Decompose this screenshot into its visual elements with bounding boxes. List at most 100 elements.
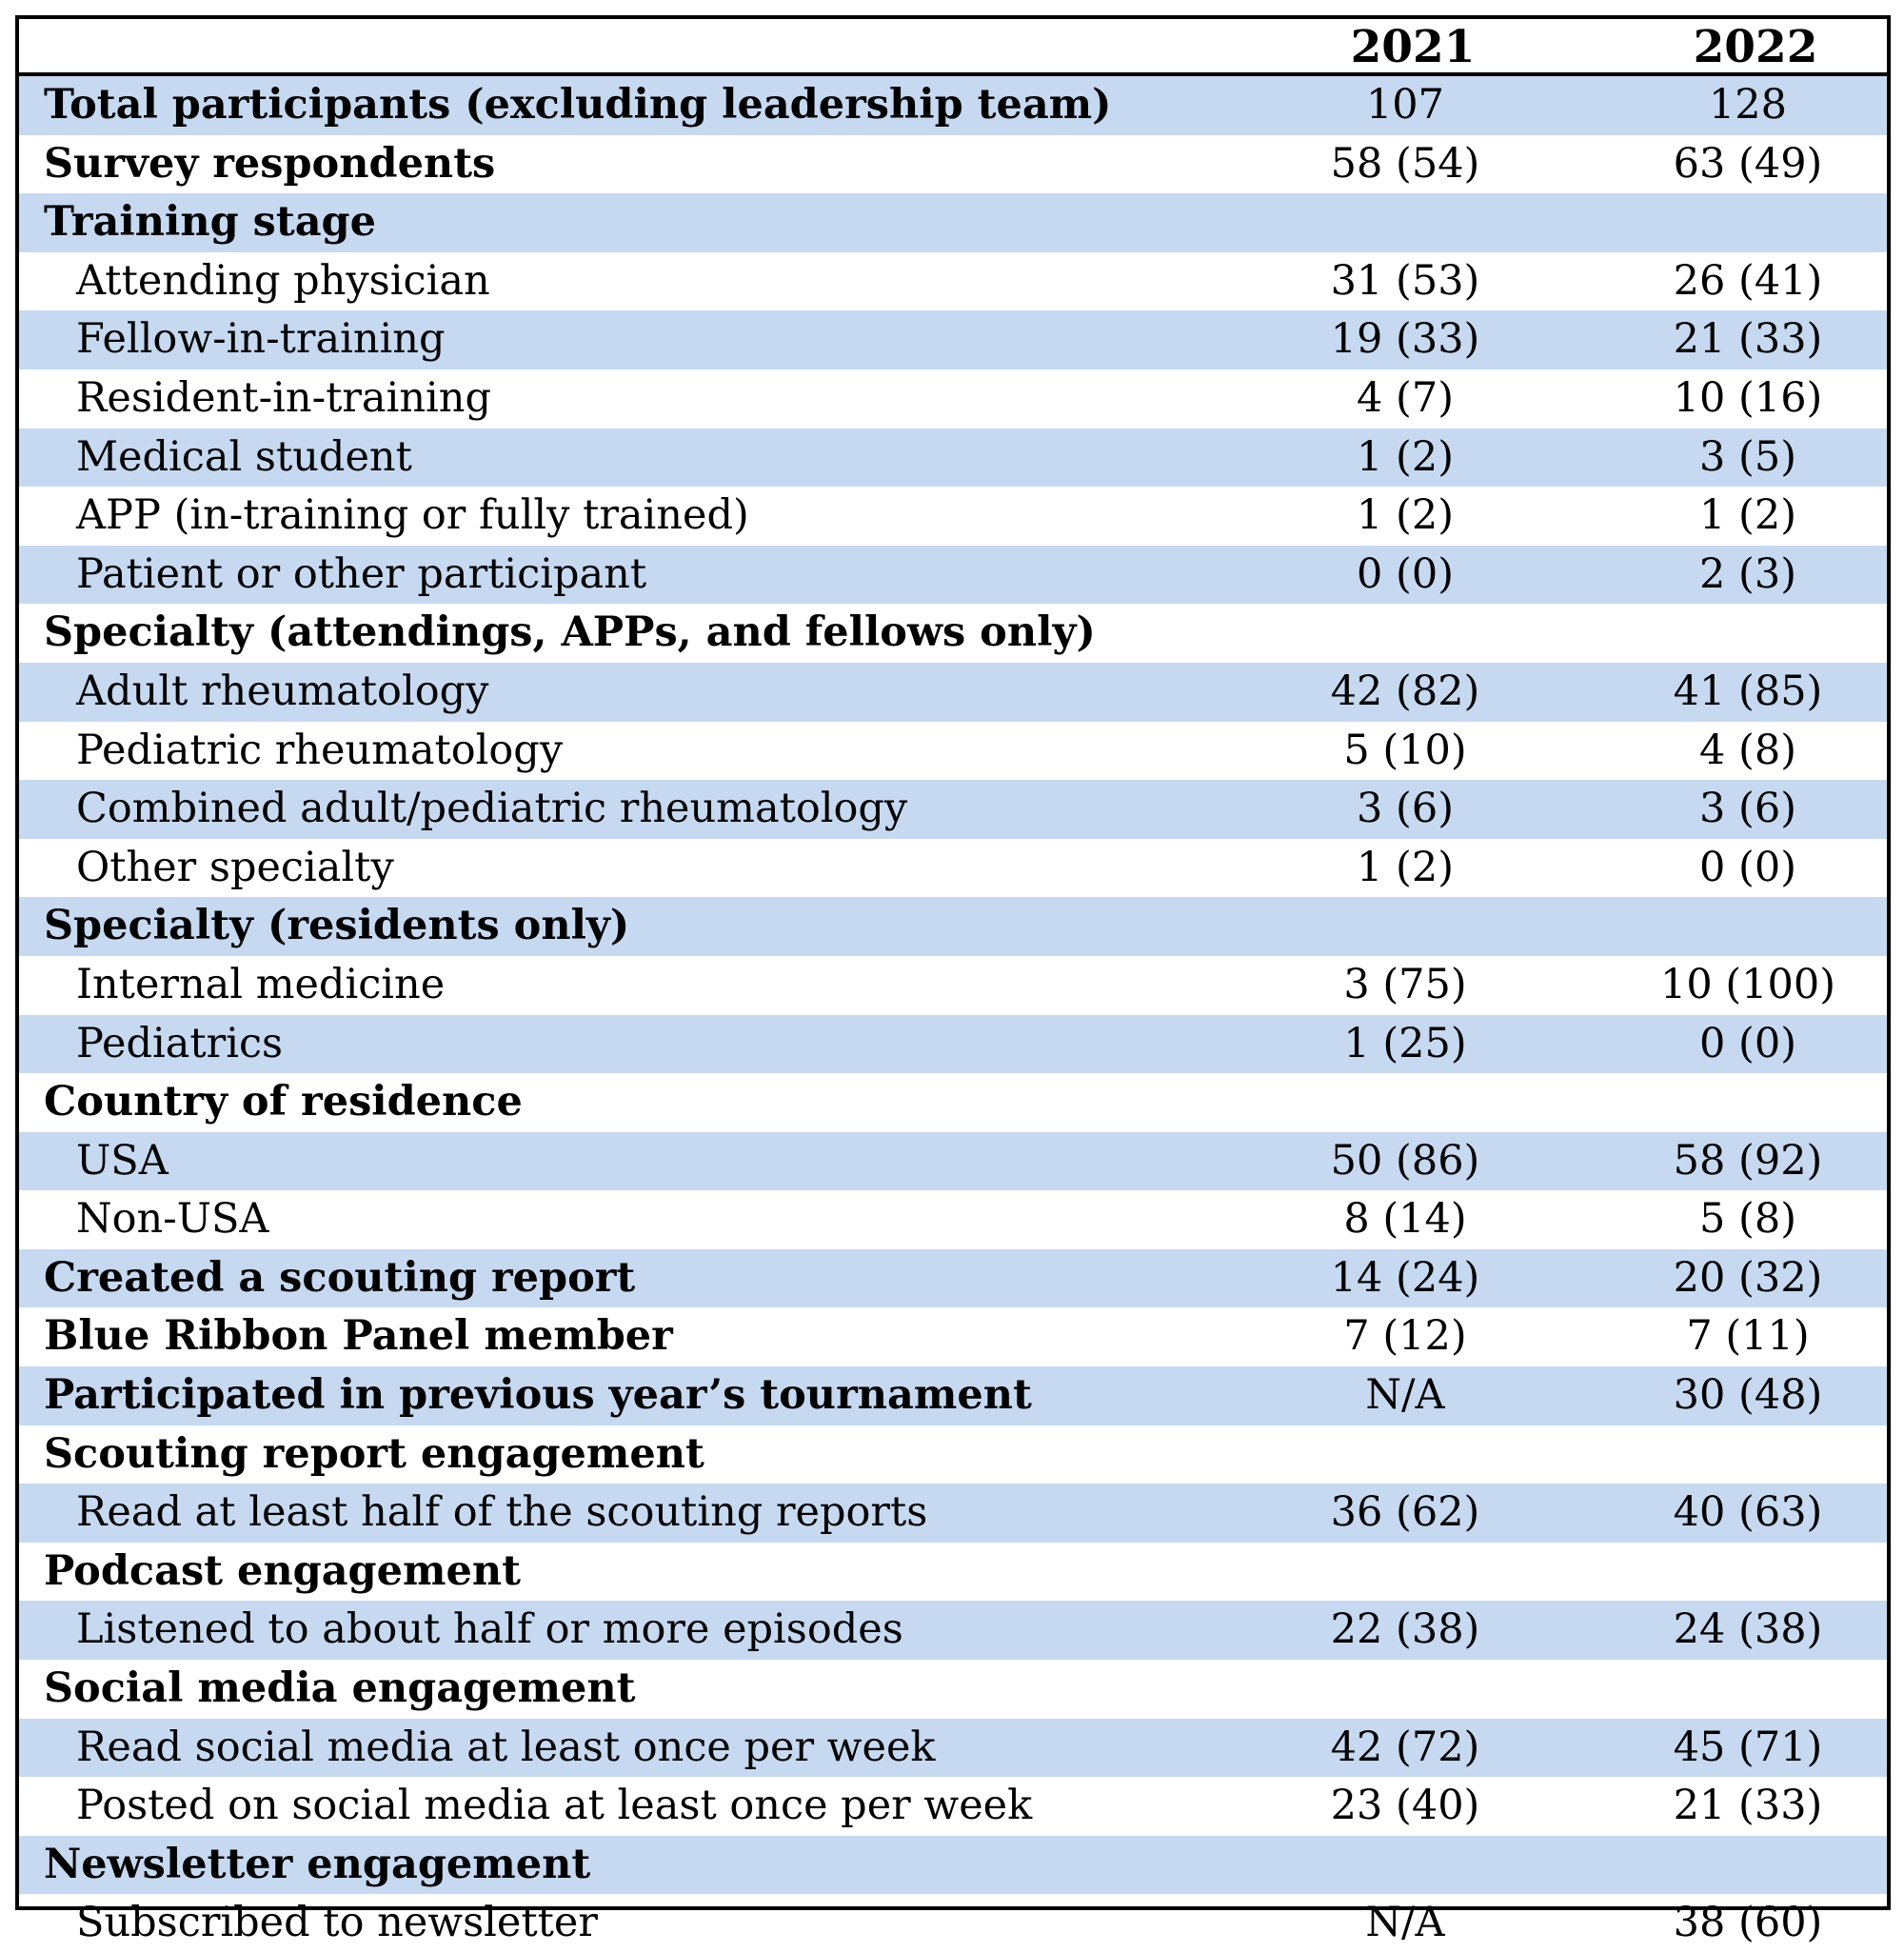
row-label: Fellow-in-training (76, 315, 446, 364)
row-label: Other specialty (76, 843, 394, 891)
row-label: Patient or other participant (76, 549, 647, 598)
value-2021 (1215, 1073, 1596, 1132)
value-2021: N/A (1365, 1371, 1445, 1420)
value-2022 (1557, 1660, 1904, 1719)
value-2021: 50 (86) (1330, 1136, 1480, 1185)
value-2022: 40 (63) (1673, 1488, 1823, 1537)
row-label: Social media engagement (44, 1664, 636, 1713)
row-label: Specialty (attendings, APPs, and fellows… (44, 608, 1096, 657)
row-label: APP (in-training or fully trained) (76, 491, 749, 540)
table-row: Pediatric rheumatology 5 (10) 4 (8) (19, 722, 1887, 781)
header-label-column (19, 19, 1161, 72)
value-2022: 10 (100) (1659, 960, 1835, 1008)
value-2021 (1215, 1425, 1596, 1485)
value-2022: 21 (33) (1673, 315, 1823, 364)
value-2022 (1557, 1073, 1904, 1132)
table-row: Fellow-in-training 19 (33) 21 (33) (19, 310, 1887, 369)
value-2021: 8 (14) (1343, 1195, 1467, 1244)
value-2022: 21 (33) (1673, 1782, 1823, 1830)
row-label: Medical student (76, 432, 412, 481)
table-row: Medical student 1 (2) 3 (5) (19, 428, 1887, 488)
table-row: Scouting report engagement (19, 1425, 1887, 1485)
value-2022: 0 (0) (1699, 1019, 1796, 1067)
table-body: Total participants (excluding leadership… (19, 76, 1887, 1953)
value-2021: 42 (72) (1330, 1723, 1480, 1771)
table-header-row: 2021 2022 (19, 19, 1887, 76)
row-label: Subscribed to newsletter (76, 1899, 598, 1947)
table-row: Subscribed to newsletter N/A 38 (60) (19, 1894, 1887, 1953)
table-row: Pediatrics 1 (25) 0 (0) (19, 1014, 1887, 1074)
value-2021: 19 (33) (1330, 315, 1480, 364)
value-2021: 3 (6) (1357, 785, 1454, 833)
table-row: Newsletter engagement (19, 1835, 1887, 1895)
value-2021: 4 (7) (1357, 373, 1454, 422)
value-2021: 36 (62) (1330, 1488, 1480, 1537)
value-2021: 58 (54) (1330, 139, 1480, 188)
value-2021: 3 (75) (1343, 960, 1467, 1008)
value-2021: 1 (2) (1357, 843, 1454, 891)
row-label: Non-USA (76, 1195, 269, 1244)
value-2022 (1557, 193, 1904, 252)
row-label: Survey respondents (44, 139, 496, 188)
row-label: Country of residence (44, 1078, 523, 1126)
value-2022: 58 (92) (1673, 1136, 1823, 1185)
table-row: Listened to about half or more episodes 2… (19, 1601, 1887, 1661)
table-row: Specialty (residents only) (19, 897, 1887, 956)
table-row: Country of residence (19, 1073, 1887, 1132)
table-row: Attending physician 31 (53) 26 (41) (19, 252, 1887, 311)
table-row: Survey respondents 58 (54) 63 (49) (19, 135, 1887, 194)
value-2021 (1215, 1836, 1596, 1895)
row-label: Resident-in-training (76, 373, 491, 422)
table-row: Total participants (excluding leadership… (19, 76, 1887, 135)
row-label: Created a scouting report (44, 1253, 636, 1302)
value-2022: 24 (38) (1673, 1605, 1823, 1654)
row-label: Blue Ribbon Panel member (44, 1312, 673, 1361)
table-row: APP (in-training or fully trained) 1 (2) 1… (19, 487, 1887, 546)
value-2022: 128 (1708, 81, 1788, 129)
table-row: Combined adult/pediatric rheumatology 3 (… (19, 780, 1887, 839)
value-2021 (1215, 897, 1596, 956)
value-2021: 0 (0) (1357, 549, 1454, 598)
table-row: Adult rheumatology 42 (82) 41 (85) (19, 662, 1887, 722)
row-label: Scouting report engagement (44, 1429, 704, 1478)
value-2021: 1 (25) (1343, 1019, 1467, 1067)
value-2022: 3 (5) (1699, 432, 1796, 481)
value-2021: 14 (24) (1330, 1253, 1480, 1302)
value-2022: 4 (8) (1699, 726, 1796, 774)
value-2021: 5 (10) (1343, 726, 1467, 774)
value-2022: 10 (16) (1673, 373, 1823, 422)
value-2022: 2 (3) (1699, 549, 1796, 598)
value-2021: 7 (12) (1343, 1312, 1467, 1361)
row-label: Pediatric rheumatology (76, 726, 564, 774)
table-row: Other specialty 1 (2) 0 (0) (19, 839, 1887, 898)
value-2022 (1557, 604, 1904, 663)
table-row: Read at least half of the scouting repor… (19, 1484, 1887, 1543)
row-label: Listened to about half or more episodes (76, 1605, 903, 1654)
value-2021: N/A (1365, 1899, 1445, 1947)
value-2022 (1557, 897, 1904, 956)
row-label: Adult rheumatology (76, 667, 489, 715)
row-label: Pediatrics (76, 1019, 284, 1067)
value-2021 (1215, 1543, 1596, 1602)
value-2022: 1 (2) (1699, 491, 1796, 540)
value-2022: 5 (8) (1699, 1195, 1796, 1244)
row-label: Attending physician (76, 256, 490, 305)
table-row: Training stage (19, 193, 1887, 252)
row-label: Read at least half of the scouting repor… (76, 1488, 928, 1537)
row-label: Newsletter engagement (44, 1840, 591, 1888)
table-row: Podcast engagement (19, 1543, 1887, 1602)
table-row: Resident-in-training 4 (7) 10 (16) (19, 369, 1887, 428)
value-2022: 45 (71) (1673, 1723, 1823, 1771)
row-label: Read social media at least once per week (76, 1723, 936, 1771)
table-row: USA 50 (86) 58 (92) (19, 1131, 1887, 1191)
table-row: Social media engagement (19, 1660, 1887, 1719)
value-2022 (1557, 1543, 1904, 1602)
value-2021 (1215, 1660, 1596, 1719)
participants-table: 2021 2022 Total participants (excluding … (15, 15, 1891, 1946)
value-2022 (1557, 1425, 1904, 1485)
value-2021: 22 (38) (1330, 1605, 1480, 1654)
table-row: Posted on social media at least once per… (19, 1777, 1887, 1836)
value-2021: 23 (40) (1330, 1782, 1480, 1830)
value-2021: 1 (2) (1357, 432, 1454, 481)
header-year-2021: 2021 (1350, 21, 1476, 73)
